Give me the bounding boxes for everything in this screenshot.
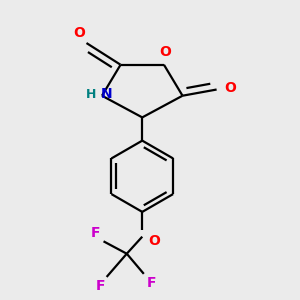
Text: F: F (96, 279, 105, 293)
Text: H: H (85, 88, 96, 101)
Text: N: N (100, 87, 112, 101)
Text: O: O (73, 26, 85, 40)
Text: F: F (147, 276, 156, 290)
Text: O: O (148, 234, 160, 248)
Text: O: O (160, 45, 171, 59)
Text: F: F (91, 226, 100, 240)
Text: O: O (224, 81, 236, 95)
